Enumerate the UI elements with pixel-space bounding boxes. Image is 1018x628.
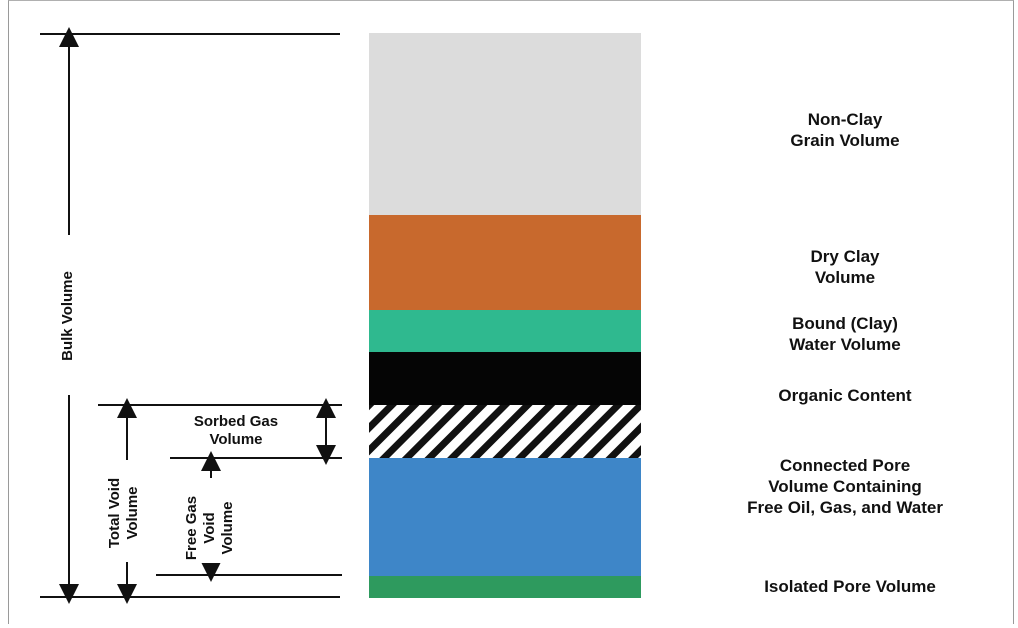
layer-bound-water [369, 310, 641, 352]
label-organic: Organic Content [778, 386, 912, 405]
layer-isolated-pore [369, 576, 641, 598]
free-gas-void-volume-label: Free Gas Void Volume [183, 493, 239, 563]
layer-connected-pore [369, 458, 641, 576]
layer-non-clay [369, 33, 641, 215]
label-isolated-pore: Isolated Pore Volume [764, 577, 936, 596]
label-non-clay: Non-Clay Grain Volume [790, 110, 900, 150]
layer-sorbed-gas [369, 405, 641, 458]
label-connected-pore: Connected Pore Volume Containing Free Oi… [747, 456, 943, 517]
layer-dry-clay [369, 215, 641, 310]
sorbed-gas-volume-label: Sorbed Gas Volume [193, 413, 279, 448]
bulk-volume-label: Bulk Volume [59, 261, 79, 371]
label-dry-clay: Dry Clay Volume [810, 247, 880, 287]
label-bound-water: Bound (Clay) Water Volume [789, 314, 901, 354]
total-void-volume-label: Total Void Volume [106, 473, 144, 553]
diagram-frame [8, 0, 1014, 624]
layer-organic [369, 352, 641, 405]
